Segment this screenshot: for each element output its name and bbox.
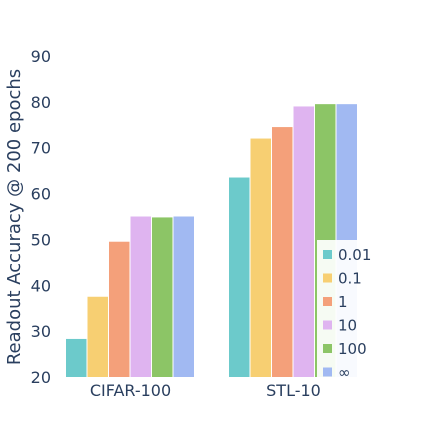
bar-STL-10-0.01 bbox=[229, 177, 250, 377]
bar-CIFAR-100-0.01 bbox=[66, 338, 87, 377]
legend-background bbox=[317, 240, 375, 377]
legend-swatch bbox=[323, 320, 332, 330]
legend-label: 100 bbox=[338, 340, 367, 358]
legend-item[interactable]: 0.1 bbox=[323, 270, 362, 288]
legend-label: 10 bbox=[338, 317, 357, 335]
y-tick-label: 20 bbox=[31, 368, 51, 387]
legend-item[interactable]: 1 bbox=[323, 293, 348, 311]
bar-CIFAR-100-∞ bbox=[173, 216, 194, 377]
legend-label: 1 bbox=[338, 293, 348, 311]
legend-label: 0.1 bbox=[338, 270, 362, 288]
y-tick-label: 70 bbox=[31, 139, 51, 158]
bar-CIFAR-100-10 bbox=[130, 216, 151, 377]
legend-swatch bbox=[323, 367, 332, 377]
bar-STL-10-0.1 bbox=[250, 138, 271, 377]
legend-item[interactable]: 0.01 bbox=[323, 246, 371, 264]
x-axis-ticks: CIFAR-100 STL-10 bbox=[90, 381, 321, 400]
y-tick-label: 50 bbox=[31, 230, 51, 249]
y-tick-label: 60 bbox=[31, 185, 51, 204]
legend-item[interactable]: ∞ bbox=[323, 364, 351, 382]
bar-CIFAR-100-100 bbox=[152, 217, 173, 377]
bars bbox=[66, 104, 357, 378]
legend-label: 0.01 bbox=[338, 246, 371, 264]
legend-swatch bbox=[323, 344, 332, 353]
y-axis-title: Readout Accuracy @ 200 epochs bbox=[4, 69, 25, 365]
legend-item[interactable]: 10 bbox=[323, 317, 357, 335]
y-tick-label: 40 bbox=[31, 276, 51, 295]
x-tick-label: STL-10 bbox=[266, 381, 321, 400]
legend-swatch bbox=[323, 250, 332, 259]
y-tick-label: 80 bbox=[31, 93, 51, 112]
legend-swatch bbox=[323, 273, 332, 283]
legend-swatch bbox=[323, 297, 332, 306]
y-axis-ticks: 20 30 40 50 60 70 80 90 bbox=[31, 47, 51, 387]
x-tick-label: CIFAR-100 bbox=[90, 381, 171, 400]
y-tick-label: 30 bbox=[31, 322, 51, 341]
legend: 0.01 0.1 1 10 100 ∞ bbox=[317, 240, 375, 382]
bar-STL-10-10 bbox=[293, 106, 314, 377]
legend-label: ∞ bbox=[338, 364, 351, 382]
y-tick-label: 90 bbox=[31, 47, 51, 66]
bar-STL-10-1 bbox=[272, 127, 293, 377]
bar-CIFAR-100-1 bbox=[109, 241, 130, 377]
legend-item[interactable]: 100 bbox=[323, 340, 367, 358]
bar-CIFAR-100-0.1 bbox=[87, 296, 108, 377]
